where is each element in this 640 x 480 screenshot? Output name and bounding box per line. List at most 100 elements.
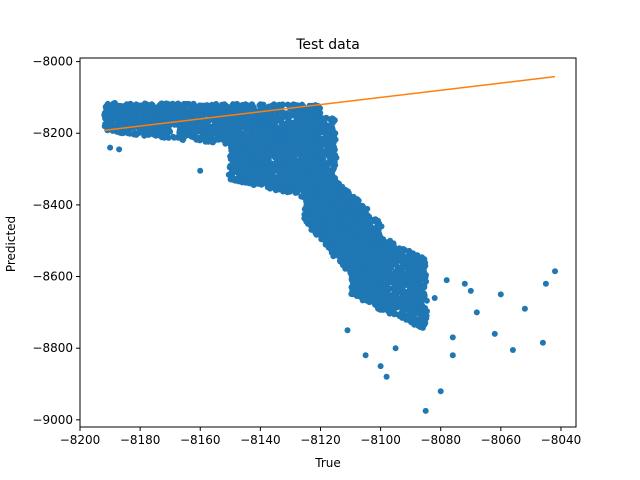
scatter-points — [101, 100, 558, 414]
data-point — [245, 146, 252, 153]
data-point — [188, 124, 195, 131]
data-point — [350, 207, 357, 214]
data-point — [290, 101, 297, 108]
data-point — [265, 170, 272, 177]
data-point — [364, 205, 371, 212]
data-point — [243, 126, 250, 133]
data-point — [342, 193, 349, 200]
data-point — [166, 102, 173, 109]
data-point — [103, 102, 110, 109]
data-point — [201, 120, 208, 127]
data-point — [276, 157, 283, 164]
data-point — [104, 109, 111, 116]
data-point — [146, 126, 153, 133]
data-point — [164, 113, 171, 120]
data-point — [228, 134, 235, 141]
data-point — [366, 214, 372, 221]
data-point — [329, 115, 336, 122]
data-point — [296, 158, 303, 165]
data-point — [134, 117, 141, 124]
data-point — [239, 160, 246, 167]
data-point — [186, 101, 193, 108]
data-point — [237, 103, 244, 110]
data-point — [129, 115, 136, 122]
data-point — [141, 116, 147, 123]
data-point — [263, 159, 270, 166]
data-point — [276, 176, 283, 183]
data-point — [332, 204, 339, 211]
data-point — [286, 122, 293, 129]
data-point — [163, 129, 170, 136]
data-point — [324, 147, 331, 153]
data-point — [218, 136, 225, 143]
data-point — [288, 171, 295, 178]
data-point — [276, 111, 283, 118]
data-point — [127, 104, 134, 111]
data-point — [242, 101, 249, 108]
data-point — [264, 178, 271, 185]
data-point — [286, 141, 293, 148]
data-point — [176, 129, 183, 136]
data-point — [291, 131, 297, 138]
data-point — [296, 138, 303, 145]
data-point — [286, 113, 293, 120]
data-point — [267, 142, 274, 148]
data-point — [312, 229, 319, 236]
data-point — [205, 138, 212, 145]
data-point — [272, 187, 279, 194]
data-point — [284, 189, 291, 196]
data-point — [309, 189, 316, 196]
data-point — [197, 106, 204, 113]
data-point — [289, 158, 296, 164]
data-point — [175, 100, 181, 107]
data-point — [310, 158, 316, 165]
data-point — [329, 223, 335, 229]
data-point — [340, 250, 347, 256]
data-point — [192, 113, 199, 120]
data-point — [355, 197, 362, 204]
data-point — [156, 102, 163, 109]
data-point — [120, 130, 126, 137]
data-point — [318, 218, 325, 225]
data-point — [176, 106, 183, 113]
data-point — [291, 151, 298, 158]
data-point — [212, 136, 219, 143]
data-point — [257, 146, 264, 153]
data-point — [303, 162, 310, 169]
data-point — [343, 210, 350, 217]
data-point — [318, 236, 325, 243]
data-point — [249, 169, 256, 176]
data-point — [286, 151, 292, 158]
data-point — [330, 130, 337, 137]
data-point — [259, 164, 266, 171]
data-point — [318, 181, 325, 188]
data-point — [243, 175, 250, 182]
data-point — [114, 114, 121, 121]
data-point — [295, 108, 302, 115]
data-point — [276, 101, 283, 108]
data-point — [195, 122, 202, 129]
data-point — [329, 125, 336, 132]
data-point — [236, 137, 243, 144]
data-point — [341, 235, 348, 242]
data-point — [173, 113, 179, 120]
data-point — [207, 126, 213, 132]
data-point — [229, 102, 236, 109]
data-point — [324, 173, 330, 180]
data-point — [252, 118, 259, 125]
data-point — [124, 111, 131, 118]
data-point — [297, 131, 304, 138]
data-point — [306, 120, 313, 127]
data-point — [122, 117, 129, 124]
data-point — [311, 142, 318, 149]
data-point — [305, 171, 312, 178]
data-point — [350, 193, 357, 200]
data-point — [248, 138, 255, 144]
data-point — [280, 149, 287, 156]
data-point — [288, 163, 295, 170]
data-point — [212, 123, 219, 130]
data-point — [264, 149, 271, 156]
data-point — [269, 135, 276, 142]
data-point — [107, 122, 114, 129]
data-point — [232, 119, 239, 126]
